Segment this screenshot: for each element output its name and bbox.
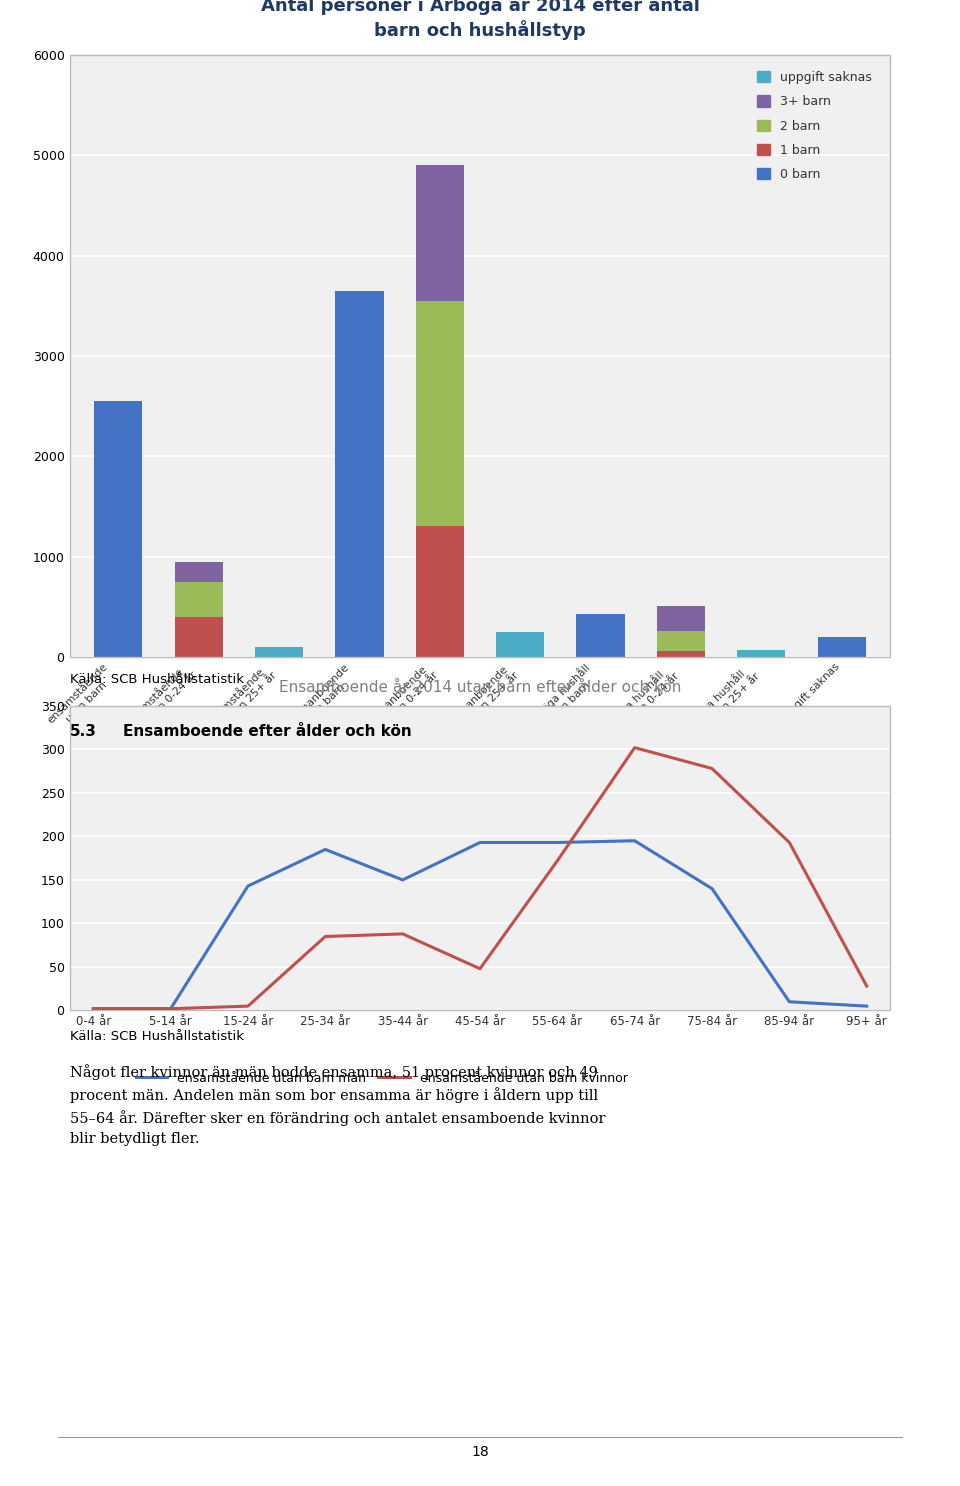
Bar bbox=[496, 632, 544, 657]
Bar bbox=[657, 651, 705, 657]
Bar bbox=[416, 165, 464, 300]
Text: Källa: SCB Hushållstatistik: Källa: SCB Hushållstatistik bbox=[70, 1030, 244, 1043]
Title: Ensamboende år 2014 utan barn efter ålder och kön: Ensamboende år 2014 utan barn efter ålde… bbox=[278, 681, 682, 695]
Title: Antal personer i Arboga år 2014 efter antal
barn och hushållstyp: Antal personer i Arboga år 2014 efter an… bbox=[260, 0, 700, 40]
Bar bbox=[175, 581, 223, 617]
Bar bbox=[335, 291, 384, 657]
Legend: ensamstående utan barn män, ensamstående utan barn kvinnor: ensamstående utan barn män, ensamstående… bbox=[131, 1067, 633, 1089]
Bar bbox=[657, 630, 705, 651]
Bar bbox=[818, 636, 866, 657]
Text: 18: 18 bbox=[471, 1446, 489, 1459]
Bar bbox=[175, 562, 223, 581]
Bar bbox=[737, 649, 785, 657]
Text: Ensamboende efter ålder och kön: Ensamboende efter ålder och kön bbox=[123, 724, 412, 739]
Legend: uppgift saknas, 3+ barn, 2 barn, 1 barn, 0 barn: uppgift saknas, 3+ barn, 2 barn, 1 barn,… bbox=[754, 67, 876, 184]
Text: Källa: SCB Hushållstatistik: Källa: SCB Hushållstatistik bbox=[70, 673, 244, 687]
Bar bbox=[416, 526, 464, 657]
Bar bbox=[657, 606, 705, 630]
Text: Något fler kvinnor än män bodde ensamma, 51 procent kvinnor och 49
procent män. : Något fler kvinnor än män bodde ensamma,… bbox=[70, 1064, 606, 1146]
Bar bbox=[416, 300, 464, 526]
Bar bbox=[255, 646, 303, 657]
Bar bbox=[576, 614, 625, 657]
Bar bbox=[94, 401, 142, 657]
Text: 5.3: 5.3 bbox=[70, 724, 97, 739]
Bar bbox=[175, 617, 223, 657]
